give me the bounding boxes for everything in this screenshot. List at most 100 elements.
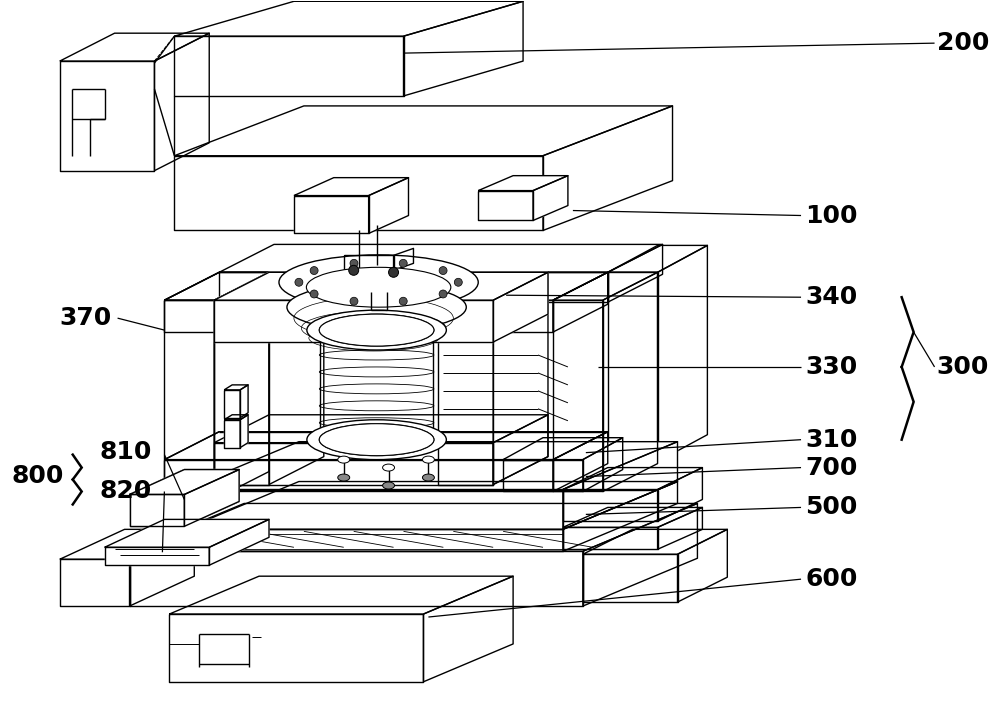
Polygon shape bbox=[404, 1, 523, 96]
Polygon shape bbox=[394, 249, 413, 270]
Text: 100: 100 bbox=[805, 203, 858, 227]
Polygon shape bbox=[130, 494, 184, 526]
Circle shape bbox=[350, 297, 358, 305]
Ellipse shape bbox=[287, 283, 466, 331]
Polygon shape bbox=[130, 469, 239, 494]
Polygon shape bbox=[423, 576, 513, 682]
Polygon shape bbox=[678, 530, 727, 602]
Polygon shape bbox=[583, 530, 727, 554]
Polygon shape bbox=[543, 106, 673, 231]
Polygon shape bbox=[583, 438, 623, 491]
Text: 700: 700 bbox=[805, 455, 857, 479]
Polygon shape bbox=[164, 300, 553, 332]
Polygon shape bbox=[184, 489, 563, 530]
Polygon shape bbox=[438, 273, 548, 300]
Polygon shape bbox=[174, 106, 673, 156]
Polygon shape bbox=[130, 494, 184, 526]
Polygon shape bbox=[608, 273, 658, 462]
Circle shape bbox=[399, 297, 407, 305]
Text: 600: 600 bbox=[805, 567, 857, 591]
Polygon shape bbox=[154, 33, 209, 171]
Polygon shape bbox=[174, 156, 543, 231]
Polygon shape bbox=[658, 467, 702, 521]
Polygon shape bbox=[583, 503, 697, 606]
Polygon shape bbox=[164, 300, 214, 499]
Polygon shape bbox=[563, 481, 678, 552]
Polygon shape bbox=[164, 273, 608, 300]
Polygon shape bbox=[60, 530, 194, 559]
Polygon shape bbox=[184, 469, 239, 526]
Text: 800: 800 bbox=[12, 464, 64, 488]
Polygon shape bbox=[533, 176, 568, 220]
Text: 340: 340 bbox=[805, 285, 857, 309]
Polygon shape bbox=[214, 273, 324, 300]
Polygon shape bbox=[493, 273, 548, 342]
Polygon shape bbox=[174, 1, 523, 36]
Polygon shape bbox=[169, 576, 513, 614]
Polygon shape bbox=[240, 415, 248, 447]
Polygon shape bbox=[563, 527, 658, 549]
Polygon shape bbox=[184, 530, 563, 552]
Polygon shape bbox=[105, 547, 209, 565]
Polygon shape bbox=[478, 176, 568, 190]
Polygon shape bbox=[224, 420, 240, 447]
Polygon shape bbox=[130, 469, 239, 494]
Polygon shape bbox=[583, 554, 678, 602]
Polygon shape bbox=[294, 195, 369, 234]
Ellipse shape bbox=[319, 424, 434, 456]
Polygon shape bbox=[503, 438, 623, 459]
Ellipse shape bbox=[319, 424, 434, 456]
Polygon shape bbox=[214, 415, 548, 442]
Text: 310: 310 bbox=[805, 428, 857, 452]
Ellipse shape bbox=[338, 474, 350, 481]
Polygon shape bbox=[608, 244, 663, 302]
Polygon shape bbox=[214, 300, 269, 484]
Ellipse shape bbox=[422, 474, 434, 481]
Polygon shape bbox=[174, 36, 404, 96]
Polygon shape bbox=[105, 520, 269, 547]
Circle shape bbox=[310, 290, 318, 298]
Circle shape bbox=[389, 268, 399, 278]
Polygon shape bbox=[344, 256, 394, 270]
Polygon shape bbox=[164, 432, 608, 459]
Ellipse shape bbox=[319, 314, 434, 346]
Polygon shape bbox=[563, 489, 658, 521]
Polygon shape bbox=[214, 273, 548, 300]
Polygon shape bbox=[563, 508, 702, 527]
Polygon shape bbox=[369, 178, 408, 234]
Polygon shape bbox=[130, 503, 697, 552]
Ellipse shape bbox=[307, 310, 446, 350]
Text: 200: 200 bbox=[937, 31, 989, 55]
Text: 810: 810 bbox=[100, 440, 152, 464]
Polygon shape bbox=[164, 459, 553, 491]
Text: 300: 300 bbox=[937, 355, 989, 379]
Polygon shape bbox=[214, 273, 269, 499]
Polygon shape bbox=[553, 273, 658, 300]
Polygon shape bbox=[294, 178, 408, 195]
Circle shape bbox=[399, 259, 407, 268]
Polygon shape bbox=[563, 442, 678, 530]
Polygon shape bbox=[553, 300, 603, 491]
Polygon shape bbox=[224, 385, 248, 390]
Text: 500: 500 bbox=[805, 496, 857, 520]
Polygon shape bbox=[603, 273, 658, 491]
Polygon shape bbox=[269, 273, 324, 484]
Ellipse shape bbox=[279, 255, 478, 309]
Circle shape bbox=[439, 290, 447, 298]
Polygon shape bbox=[658, 508, 702, 549]
Polygon shape bbox=[130, 552, 583, 606]
Polygon shape bbox=[169, 614, 423, 682]
Polygon shape bbox=[553, 273, 608, 332]
Polygon shape bbox=[438, 300, 493, 484]
Text: 330: 330 bbox=[805, 355, 857, 379]
Polygon shape bbox=[493, 415, 548, 484]
Polygon shape bbox=[164, 273, 269, 300]
Polygon shape bbox=[60, 33, 209, 61]
Polygon shape bbox=[224, 415, 248, 420]
Polygon shape bbox=[608, 246, 707, 273]
Ellipse shape bbox=[422, 456, 434, 463]
Polygon shape bbox=[184, 442, 678, 489]
Polygon shape bbox=[503, 459, 583, 491]
Ellipse shape bbox=[307, 420, 446, 459]
Ellipse shape bbox=[383, 464, 395, 471]
